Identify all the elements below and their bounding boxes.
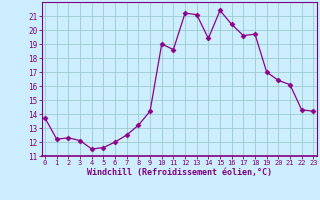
X-axis label: Windchill (Refroidissement éolien,°C): Windchill (Refroidissement éolien,°C) (87, 168, 272, 177)
